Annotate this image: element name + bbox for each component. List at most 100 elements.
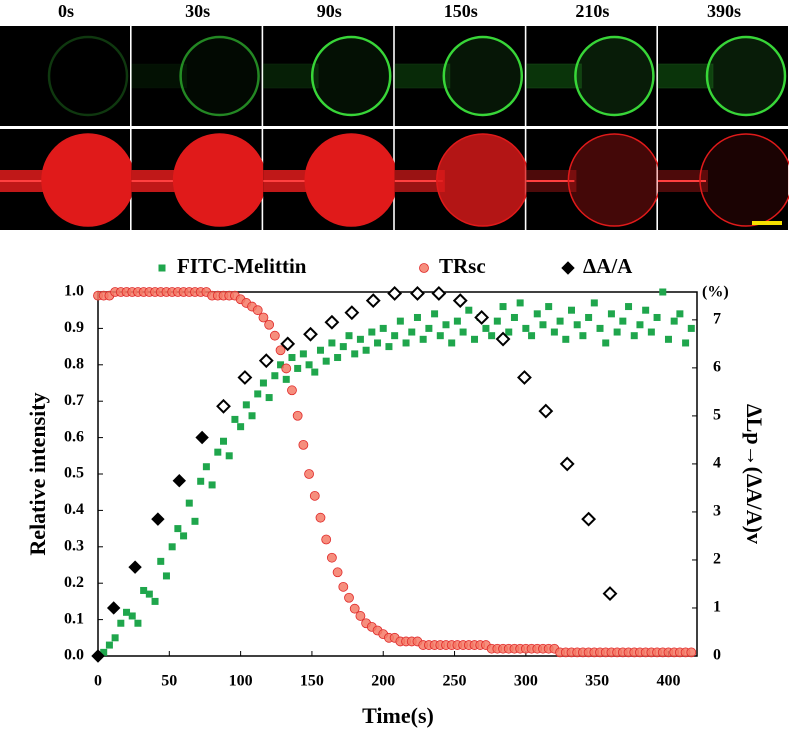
diamond-marker (431, 286, 447, 301)
diamond-marker (410, 286, 425, 301)
vesicle-red (567, 133, 662, 227)
x-tick-label: 400 (656, 673, 680, 690)
x-tick-label: 150 (300, 673, 324, 690)
square-marker (505, 328, 513, 336)
square-marker (682, 339, 690, 347)
y-tick-label: 0.3 (64, 537, 84, 554)
square-marker (174, 525, 182, 533)
square-marker (111, 634, 119, 642)
time-label: 0s (58, 1, 74, 21)
square-marker (545, 303, 553, 311)
square-marker (647, 328, 655, 336)
square-marker (282, 375, 290, 383)
diamond-marker (195, 430, 209, 445)
y2-axis-label: ΔLp→(ΔA/A)v (742, 404, 767, 544)
diamond-marker (495, 331, 511, 347)
diamond-marker (344, 305, 360, 321)
square-marker (254, 390, 262, 398)
circle-marker (338, 581, 349, 592)
square-marker (413, 313, 421, 321)
diamond-marker (387, 286, 403, 301)
square-marker (225, 452, 233, 460)
vesicle-red (436, 133, 530, 227)
square-marker (128, 612, 136, 620)
square-marker (385, 343, 393, 351)
y2-tick-label: 0 (713, 647, 721, 664)
square-marker (687, 324, 695, 332)
square-marker (311, 368, 319, 376)
square-marker (288, 354, 296, 362)
square-marker (191, 517, 199, 525)
legend-label: TRsc (439, 254, 486, 278)
y-tick-label: 0.5 (64, 465, 84, 482)
square-marker (579, 332, 587, 340)
diamond-marker (151, 512, 165, 526)
pipette (394, 63, 451, 89)
square-marker (522, 324, 530, 332)
y2-tick-label: 4 (713, 455, 721, 472)
circle-marker (275, 345, 286, 356)
diamond-marker (517, 370, 532, 385)
square-marker (294, 364, 302, 372)
square-marker (653, 313, 661, 321)
time-label: 390s (707, 1, 741, 21)
square-marker (362, 346, 370, 354)
square-marker (299, 350, 307, 358)
square-marker (180, 532, 188, 540)
square-marker (334, 354, 342, 362)
diamond-marker (365, 293, 381, 309)
square-marker (499, 303, 507, 311)
circle-marker (355, 611, 366, 621)
square-marker (214, 448, 222, 456)
square-marker (316, 346, 324, 354)
square-marker (465, 306, 473, 314)
legend-marker (419, 263, 429, 273)
vesicle-red (699, 133, 789, 227)
square-marker (613, 328, 621, 336)
legend-label: ΔA/A (583, 254, 633, 278)
square-marker (676, 310, 684, 318)
diamond-marker (106, 601, 121, 615)
circle-marker (252, 305, 263, 316)
square-marker (436, 332, 444, 340)
diamond-marker (172, 474, 187, 488)
square-marker (510, 313, 518, 321)
y-tick-label: 0.9 (64, 319, 84, 336)
diamond-marker (91, 649, 105, 663)
y-axis-label: Relative intensity (25, 392, 50, 555)
red-panel (658, 129, 788, 230)
square-marker (425, 324, 433, 332)
square-marker (539, 321, 547, 329)
circle-marker (315, 512, 326, 523)
circle-marker (349, 603, 360, 614)
square-marker (168, 543, 176, 551)
square-marker (636, 321, 644, 329)
diamond-marker (452, 293, 468, 309)
square-marker (453, 317, 461, 325)
diamond-marker (581, 511, 597, 527)
square-marker (134, 619, 142, 627)
square-marker (277, 361, 285, 369)
x-axis-label: Time(s) (362, 703, 434, 728)
y-tick-label: 0.6 (64, 428, 84, 445)
square-marker (123, 608, 131, 616)
diamond-marker (216, 398, 231, 414)
vesicle-green (310, 35, 392, 117)
x-tick-label: 200 (371, 673, 395, 690)
square-marker (328, 339, 336, 347)
y-tick-label: 0.7 (64, 392, 84, 409)
square-marker (602, 339, 610, 347)
time-label: 30s (185, 1, 210, 21)
square-marker (533, 310, 541, 318)
square-marker (528, 332, 536, 340)
square-marker (607, 310, 615, 318)
y2-tick-label: 3 (713, 503, 721, 520)
x-tick-label: 300 (514, 673, 538, 690)
circle-marker (264, 319, 275, 330)
square-marker (208, 481, 216, 489)
vesicle-green (705, 35, 787, 117)
diamond-marker (538, 403, 554, 419)
square-marker (242, 401, 250, 409)
square-marker (550, 328, 558, 336)
